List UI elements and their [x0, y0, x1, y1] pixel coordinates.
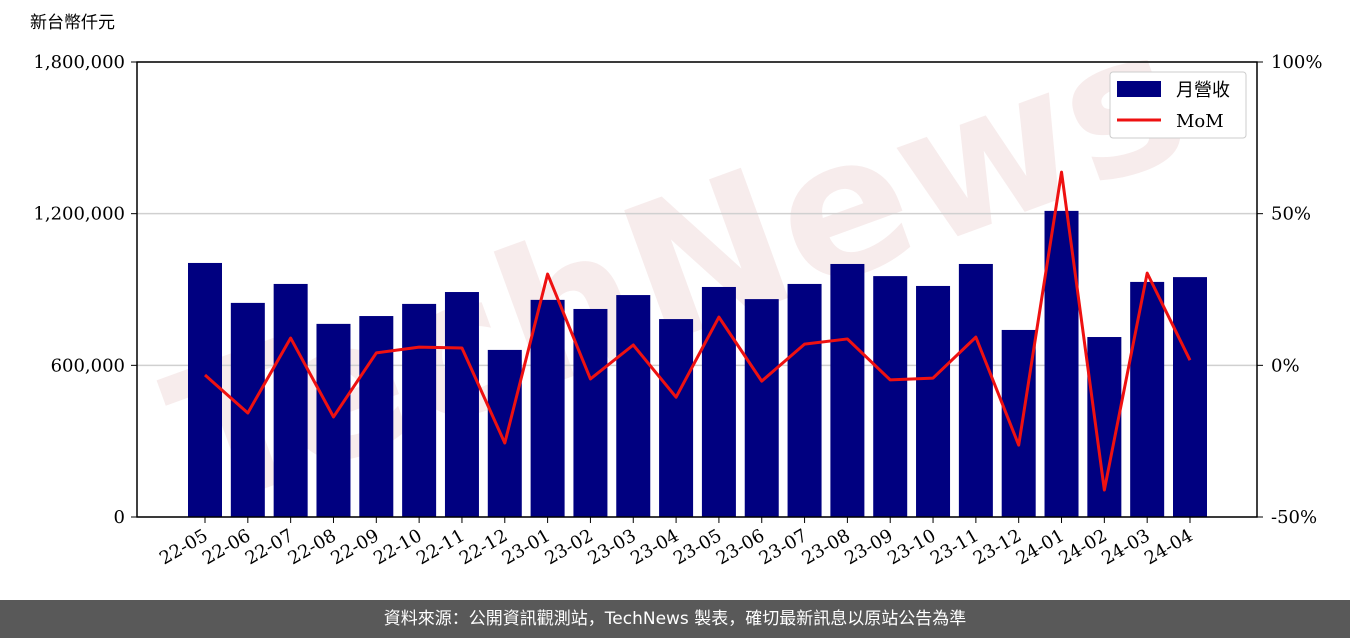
bar [359, 316, 394, 517]
bar [530, 299, 565, 517]
x-tick-label: 24-01 [1013, 525, 1068, 569]
bar [744, 299, 779, 517]
bar [659, 319, 694, 517]
x-tick-label: 22-11 [413, 525, 468, 569]
x-tick-label: 24-02 [1055, 525, 1110, 569]
footer: 資料來源：公開資訊觀測站，TechNews 製表，確切最新訊息以原站公告為準 [0, 600, 1350, 638]
bar [873, 276, 908, 517]
bar [402, 303, 437, 517]
x-tick-label: 22-10 [370, 525, 425, 569]
x-tick-label: 24-04 [1141, 525, 1196, 569]
mom-line [204, 170, 1192, 492]
x-tick-label: 22-12 [456, 525, 511, 569]
bar [616, 295, 651, 517]
y-tick-label: 1,200,000 [33, 204, 125, 225]
x-tick-label: 23-12 [970, 525, 1025, 569]
y2-tick-label: 50% [1271, 204, 1311, 225]
bar [916, 285, 951, 517]
legend-label: MoM [1176, 111, 1224, 132]
y2-tick-label: -50% [1271, 507, 1317, 528]
x-tick-label: 23-07 [756, 525, 811, 569]
x-tick-label: 22-09 [327, 525, 382, 569]
bar [1173, 277, 1207, 517]
x-tick-label: 23-09 [841, 525, 896, 569]
x-tick-label: 22-05 [156, 525, 211, 569]
bar [188, 262, 222, 517]
bar [1001, 329, 1036, 517]
bar [273, 283, 308, 517]
x-tick-label: 23-06 [713, 525, 768, 569]
bar [787, 283, 822, 517]
bar [444, 292, 479, 517]
x-tick-label: 23-03 [584, 525, 639, 569]
y-tick-label: 0 [114, 507, 125, 528]
legend: 月營收 MoM [1109, 71, 1247, 139]
x-tick-label: 23-01 [499, 525, 554, 569]
bar [487, 349, 522, 517]
legend-label: 月營收 [1176, 80, 1230, 101]
x-tick-label: 23-05 [670, 525, 725, 569]
bar [573, 308, 608, 517]
x-tick-label: 22-08 [285, 525, 340, 569]
y2-tick-label: 100% [1271, 52, 1322, 73]
chart: 新台幣仟元 TechNews 0600,0001,200,0001,800,00… [30, 0, 1322, 569]
bar [830, 263, 865, 517]
plot-frame [136, 61, 1258, 518]
x-tick-label: 23-02 [541, 525, 596, 569]
x-tick-label: 23-04 [627, 525, 682, 569]
bar [1130, 281, 1165, 517]
bar [958, 263, 993, 517]
x-tick-label: 24-03 [1098, 525, 1153, 569]
y-tick-label: 600,000 [51, 355, 125, 376]
bar [701, 286, 736, 517]
y-tick-label: 1,800,000 [33, 52, 125, 73]
bar [316, 323, 351, 517]
x-tick-label: 23-10 [884, 525, 939, 569]
legend-swatch [1117, 81, 1161, 97]
y2-tick-label: 0% [1271, 355, 1300, 376]
x-tick-label: 23-08 [798, 525, 853, 569]
x-tick-label: 23-11 [927, 525, 982, 569]
y-axis-unit: 新台幣仟元 [30, 13, 115, 33]
